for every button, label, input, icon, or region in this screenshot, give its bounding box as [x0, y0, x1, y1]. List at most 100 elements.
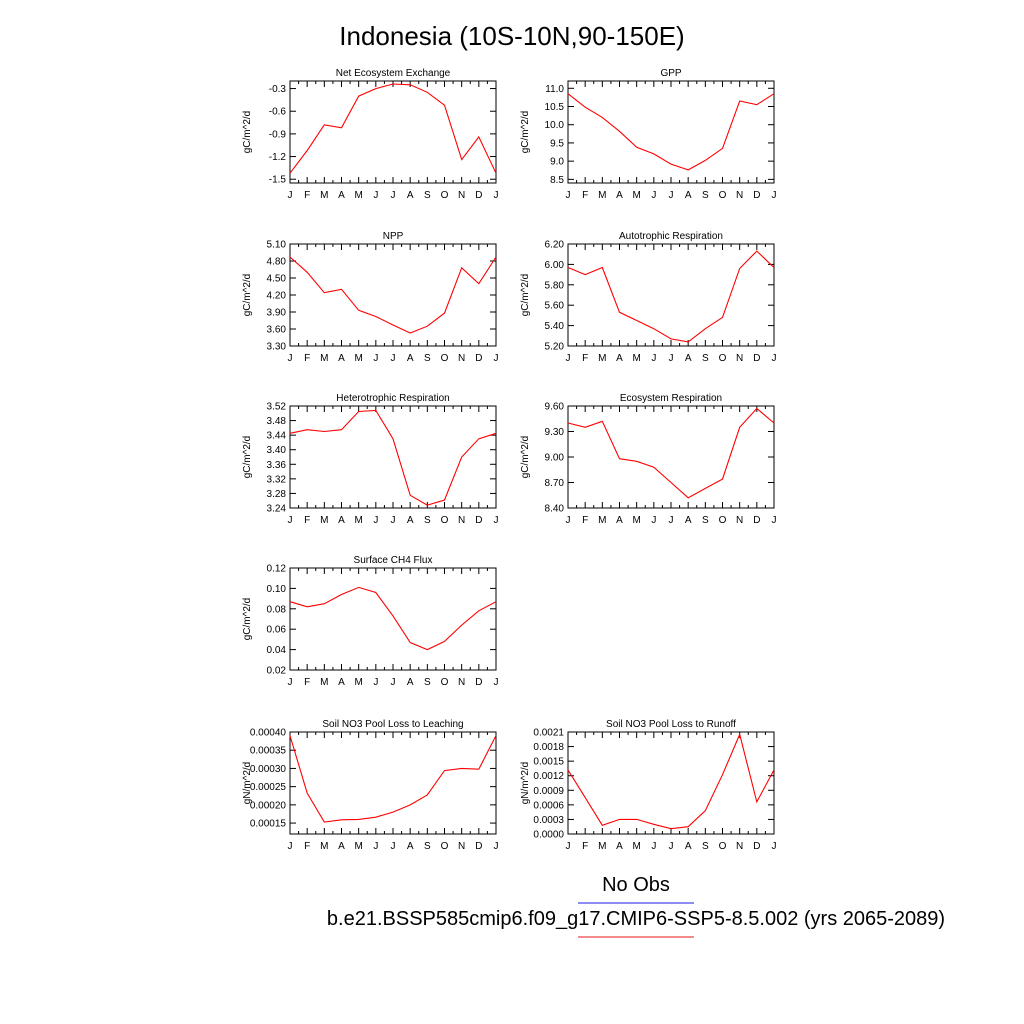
x-tick-label: N	[736, 515, 743, 526]
x-tick-label: D	[753, 190, 760, 201]
y-tick-label: -1.5	[269, 175, 287, 186]
x-tick-label: J	[288, 353, 293, 364]
legend-obs-label: No Obs	[602, 874, 670, 896]
panel-5: Heterotrophic Respiration gC/m^2/d 3.52 3.4…	[242, 393, 499, 526]
x-tick-label: J	[391, 841, 396, 852]
y-tick-label: 9.00	[545, 453, 565, 464]
y-tick-label: 5.40	[545, 321, 565, 332]
y-tick-label: 9.0	[550, 157, 564, 168]
x-tick-label: D	[475, 841, 482, 852]
y-tick-label: 3.60	[267, 325, 287, 336]
x-tick-label: D	[475, 190, 482, 201]
x-tick-label: A	[338, 515, 345, 526]
x-tick-label: N	[458, 677, 465, 688]
y-tick-label: 3.30	[267, 342, 287, 353]
y-tick-label: 10.0	[545, 120, 565, 131]
panel-8: Soil NO3 Pool Loss to LeachinggN/m^2/d0.…	[242, 719, 499, 852]
x-tick-label: D	[475, 515, 482, 526]
y-axis-label: gC/m^2/d	[242, 436, 253, 479]
plot-frame	[567, 405, 775, 509]
x-tick-label: M	[320, 841, 328, 852]
y-tick-label: 0.02	[267, 666, 287, 677]
x-tick-label: S	[424, 515, 431, 526]
series-line	[567, 250, 775, 343]
x-tick-label: M	[632, 353, 640, 364]
y-tick-label: 9.30	[545, 427, 565, 438]
x-tick-label: M	[598, 515, 606, 526]
panel-title: Autotrophic Respiration	[619, 231, 723, 242]
x-tick-label: J	[772, 515, 777, 526]
x-tick-label: S	[424, 841, 431, 852]
y-tick-label: 0.06	[267, 625, 287, 636]
x-tick-label: A	[616, 353, 623, 364]
x-tick-label: J	[288, 190, 293, 201]
y-axis-label: gN/m^2/d	[242, 762, 253, 805]
x-tick-label: A	[685, 190, 692, 201]
y-tick-label: 0.12	[267, 564, 287, 575]
panel-1: Net Ecosystem Exchange gC/m^2/d -0.3 -0.6 -0…	[242, 68, 499, 201]
x-tick-label: F	[582, 515, 588, 526]
y-axis-label: gN/m^2/d	[520, 762, 531, 805]
panel-9: Soil NO3 Pool Loss to Runoff gN/m^2/d0.00…	[520, 719, 777, 852]
x-tick-label: J	[669, 190, 674, 201]
y-tick-label: 3.52	[267, 402, 287, 413]
x-tick-label: S	[424, 190, 431, 201]
plot-frame	[567, 243, 775, 347]
x-tick-label: J	[566, 190, 571, 201]
x-tick-label: A	[407, 353, 414, 364]
x-tick-label: N	[458, 353, 465, 364]
panels-grid: Net Ecosystem Exchange gC/m^2/d -0.3 -0.6 -0…	[242, 68, 777, 852]
x-tick-label: F	[582, 353, 588, 364]
x-tick-label: J	[494, 190, 499, 201]
panel-6: Ecosystem Respiration gC/m^2/d 9.60 9.30 9.0…	[520, 393, 777, 526]
series-line	[567, 732, 775, 830]
y-tick-label: 5.10	[267, 240, 287, 251]
x-tick-label: M	[354, 841, 362, 852]
x-tick-label: J	[288, 841, 293, 852]
y-tick-label: 0.0009	[533, 786, 564, 797]
x-tick-label: J	[391, 353, 396, 364]
x-tick-label: A	[685, 841, 692, 852]
y-axis-label: gC/m^2/d	[242, 274, 253, 317]
panel-title: Ecosystem Respiration	[620, 393, 722, 404]
panel-3: NPPgC/m^2/d5.104.804.504.203.903.603.30J…	[242, 231, 499, 364]
series-line	[289, 735, 497, 823]
y-tick-label: 6.20	[545, 240, 565, 251]
x-tick-label: J	[373, 353, 378, 364]
series-line	[289, 256, 497, 334]
y-tick-label: 3.40	[267, 445, 287, 456]
y-tick-label: 0.0003	[533, 815, 564, 826]
x-tick-label: M	[598, 190, 606, 201]
x-tick-label: O	[719, 841, 727, 852]
x-tick-label: F	[304, 677, 310, 688]
series-line	[289, 409, 497, 506]
x-tick-label: N	[458, 515, 465, 526]
x-tick-label: O	[719, 515, 727, 526]
y-tick-label: -0.3	[269, 84, 287, 95]
x-tick-label: A	[616, 841, 623, 852]
x-tick-label: A	[338, 677, 345, 688]
x-tick-label: J	[391, 677, 396, 688]
panel-title: Soil NO3 Pool Loss to Runoff	[606, 719, 736, 730]
y-tick-label: 0.0012	[533, 771, 564, 782]
x-tick-label: J	[373, 190, 378, 201]
x-tick-label: M	[320, 515, 328, 526]
y-tick-label: 0.0018	[533, 742, 564, 753]
panel-title: GPP	[660, 68, 681, 79]
x-tick-label: N	[736, 353, 743, 364]
x-tick-label: J	[566, 515, 571, 526]
x-tick-label: O	[719, 353, 727, 364]
x-tick-label: J	[391, 515, 396, 526]
y-tick-label: 0.0015	[533, 757, 564, 768]
x-tick-label: J	[651, 353, 656, 364]
y-tick-label: 5.20	[545, 342, 565, 353]
x-tick-label: J	[373, 515, 378, 526]
x-tick-label: O	[441, 841, 449, 852]
x-tick-label: S	[702, 515, 709, 526]
y-tick-label: 9.60	[545, 402, 565, 413]
y-tick-label: 8.40	[545, 504, 565, 515]
x-tick-label: J	[494, 353, 499, 364]
x-tick-label: J	[494, 841, 499, 852]
x-tick-label: F	[304, 841, 310, 852]
x-tick-label: M	[320, 190, 328, 201]
